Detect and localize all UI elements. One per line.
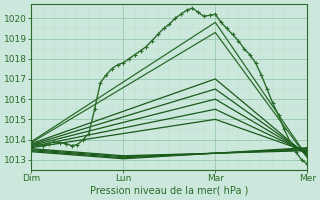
X-axis label: Pression niveau de la mer( hPa ): Pression niveau de la mer( hPa ) xyxy=(90,186,249,196)
